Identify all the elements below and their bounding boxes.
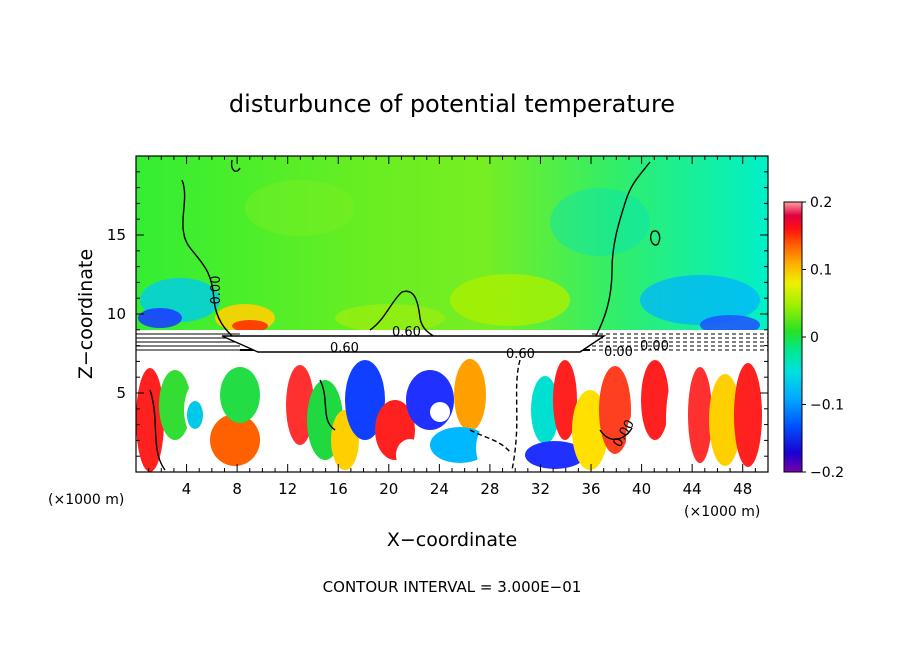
- x-tick-label: 4: [182, 480, 192, 498]
- colorbar: [783, 201, 803, 473]
- x-tick-label: 32: [531, 480, 550, 498]
- x-tick-label: 44: [683, 480, 702, 498]
- y-axis: 5 10 15: [107, 155, 768, 473]
- contour-label: 0.00: [209, 276, 224, 305]
- contour-label: 0.60: [392, 325, 421, 340]
- x-tick-label: 36: [581, 480, 600, 498]
- x-tick-label: 12: [278, 480, 297, 498]
- contour-label: 0.00: [604, 345, 633, 360]
- colorbar-tick-label: −0.2: [810, 465, 844, 481]
- upper-field-patches: [138, 180, 760, 335]
- orography: [221, 335, 607, 353]
- contour-lines: [149, 159, 661, 471]
- contour-label: 0.60: [330, 341, 359, 356]
- colorbar-tick-label: 0.2: [810, 195, 832, 211]
- y-axis-label: Z−coordinate: [75, 249, 97, 379]
- colorbar-tick-label: 0: [810, 330, 819, 346]
- x-tick-label: 16: [329, 480, 348, 498]
- colorbar-tick-label: −0.1: [810, 398, 844, 414]
- x-tick-label: 8: [232, 480, 242, 498]
- x-tick-label: 24: [430, 480, 449, 498]
- colorbar-tick-label: 0.1: [810, 263, 832, 279]
- x-axis-label: X−coordinate: [387, 529, 517, 551]
- lower-field-patches: [136, 359, 762, 472]
- x-axis: 4 8 12 16 20 24 28 32 36 40 44 48: [135, 156, 769, 498]
- contour-interval-footer: CONTOUR INTERVAL = 3.000E−01: [323, 578, 582, 596]
- chart-title: disturbunce of potential temperature: [229, 90, 675, 118]
- contour-label: 0.00: [640, 339, 669, 354]
- colorbar-ticks: 0.2 0.1 0 −0.1 −0.2: [802, 195, 844, 481]
- x-tick-label: 20: [379, 480, 398, 498]
- x-tick-label: 28: [480, 480, 499, 498]
- x-tick-label: 48: [733, 480, 752, 498]
- contour-label: 0.60: [506, 347, 535, 362]
- x-tick-label: 40: [632, 480, 651, 498]
- y-tick-label: 15: [107, 226, 126, 244]
- x-unit-label-right: (×1000 m): [684, 504, 760, 520]
- x-unit-label-left: (×1000 m): [48, 492, 124, 508]
- y-tick-label: 5: [116, 384, 126, 402]
- y-tick-label: 10: [107, 305, 126, 323]
- plot-field: 0.00 0.60 0.60 0.00 0.00 0.60 0.00: [136, 156, 768, 472]
